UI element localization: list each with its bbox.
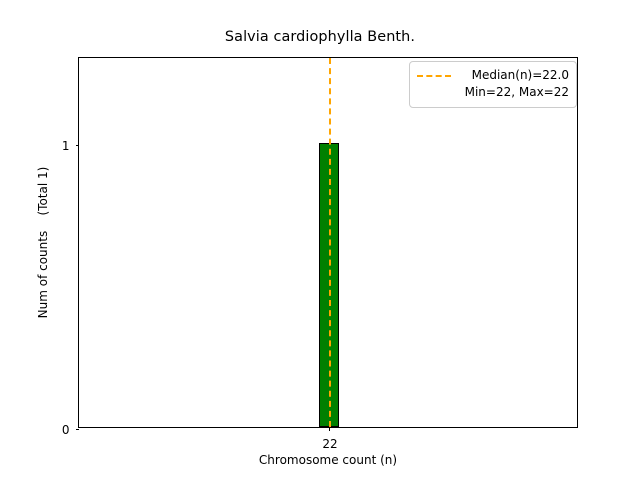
ytick-mark-1: 1 — [62, 139, 79, 153]
x-axis-label: Chromosome count (n) — [258, 453, 398, 467]
median-line-swatch-icon — [417, 75, 451, 77]
y-axis-label: Num of counts (Total 1) — [36, 166, 50, 319]
median-line-icon — [329, 58, 331, 427]
xtick-label-22: 22 — [322, 436, 338, 451]
chart-title: Salvia cardiophylla Benth. — [224, 29, 416, 45]
plot-area: 0 1 22 — [62, 57, 578, 451]
bars-layer — [79, 58, 577, 427]
legend-text-block: Median(n)=22.0 Min=22, Max=22 — [459, 67, 569, 101]
ytick-mark-0: 0 — [62, 423, 79, 437]
ytick-label-0: 0 — [61, 423, 70, 437]
legend-entry-median: Median(n)=22.0 — [471, 68, 569, 82]
xtick-mark-22: 22 — [322, 427, 338, 451]
ytick-label-1: 1 — [61, 138, 70, 153]
legend-entry-minmax: Min=22, Max=22 — [464, 85, 569, 99]
chart-legend: Median(n)=22.0 Min=22, Max=22 — [409, 61, 577, 108]
